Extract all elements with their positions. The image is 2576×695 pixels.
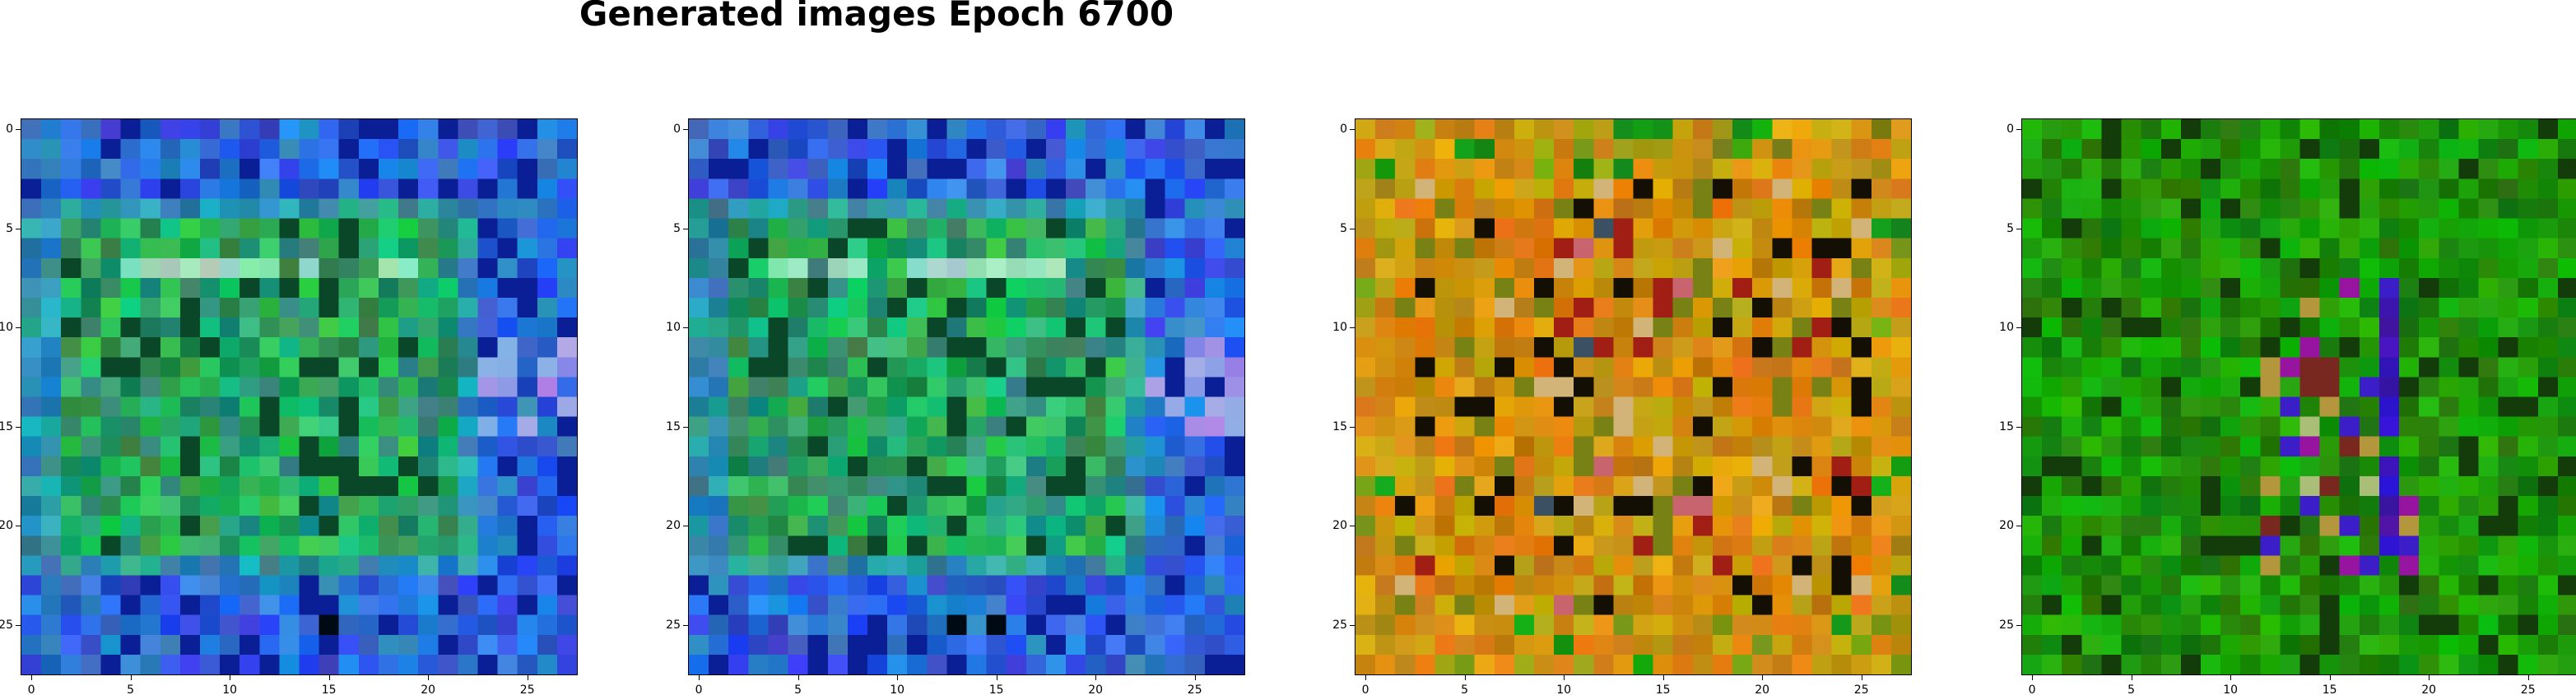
x-tick-label: 15 — [2322, 683, 2337, 695]
y-tick-label: 5 — [1340, 221, 1347, 235]
y-tick-label: 0 — [1340, 123, 1347, 137]
x-tick-mark — [1564, 674, 1565, 680]
x-tick-label: 10 — [1556, 683, 1572, 695]
y-tick-mark — [1350, 327, 1355, 329]
y-tick-label: 20 — [0, 519, 13, 533]
x-tick-label: 20 — [1755, 683, 1770, 695]
x-tick-mark — [797, 674, 799, 680]
x-tick-label: 10 — [2223, 683, 2239, 695]
x-tick-label: 25 — [519, 683, 535, 695]
x-tick-mark — [2527, 674, 2529, 680]
y-tick-mark — [16, 129, 21, 131]
x-tick-label: 25 — [2520, 683, 2536, 695]
image-panel-3: 0 0 5 5 10 10 15 15 20 20 25 25 — [1332, 118, 1912, 695]
y-tick-mark — [683, 426, 689, 428]
y-tick-mark — [2016, 624, 2022, 626]
y-tick-mark — [683, 129, 689, 131]
x-tick-mark — [2429, 674, 2430, 680]
image-panel-2: 0 0 5 5 10 10 15 15 20 20 25 25 — [666, 118, 1245, 695]
x-tick-mark — [31, 674, 33, 680]
y-tick-label: 20 — [1332, 519, 1347, 533]
y-tick-mark — [16, 426, 21, 428]
x-tick-mark — [428, 674, 430, 680]
x-tick-label: 20 — [1088, 683, 1104, 695]
y-tick-label: 0 — [2006, 123, 2014, 137]
generated-image-1 — [21, 119, 577, 674]
y-tick-label: 10 — [1999, 321, 2014, 335]
y-tick-mark — [1350, 426, 1355, 428]
x-tick-label: 15 — [988, 683, 1004, 695]
y-tick-label: 15 — [1332, 419, 1347, 433]
x-tick-mark — [1194, 674, 1196, 680]
y-tick-label: 25 — [0, 618, 13, 632]
x-tick-label: 0 — [695, 683, 703, 695]
x-tick-mark — [1662, 674, 1664, 680]
y-tick-label: 10 — [0, 321, 13, 335]
x-tick-label: 5 — [2127, 683, 2136, 695]
y-tick-label: 15 — [0, 419, 13, 433]
generated-image-3 — [1355, 119, 1911, 674]
y-tick-label: 20 — [666, 519, 681, 533]
y-tick-mark — [2016, 426, 2022, 428]
x-tick-mark — [328, 674, 330, 680]
y-tick-mark — [1350, 129, 1355, 131]
x-tick-mark — [2230, 674, 2232, 680]
x-tick-label: 10 — [222, 683, 238, 695]
x-tick-mark — [897, 674, 899, 680]
x-tick-label: 5 — [1461, 683, 1469, 695]
x-tick-label: 25 — [1853, 683, 1869, 695]
y-tick-label: 25 — [666, 618, 681, 632]
x-tick-mark — [2032, 674, 2034, 680]
x-tick-label: 20 — [2421, 683, 2437, 695]
x-tick-label: 20 — [421, 683, 436, 695]
x-tick-label: 15 — [1655, 683, 1671, 695]
y-tick-label: 5 — [2006, 221, 2014, 235]
y-tick-mark — [683, 327, 689, 329]
y-tick-mark — [16, 327, 21, 329]
y-tick-mark — [2016, 327, 2022, 329]
y-tick-label: 5 — [6, 221, 13, 235]
y-tick-label: 25 — [1332, 618, 1347, 632]
y-tick-label: 15 — [1999, 419, 2014, 433]
image-panel-1: 0 0 5 5 10 10 15 15 20 20 25 25 — [0, 118, 578, 695]
y-tick-label: 0 — [6, 123, 13, 137]
x-tick-mark — [130, 674, 132, 680]
x-tick-label: 25 — [1187, 683, 1202, 695]
y-tick-mark — [1350, 624, 1355, 626]
y-tick-label: 0 — [673, 123, 681, 137]
x-tick-mark — [1762, 674, 1764, 680]
y-tick-label: 20 — [1999, 519, 2014, 533]
x-tick-mark — [1095, 674, 1097, 680]
y-tick-mark — [683, 624, 689, 626]
x-tick-label: 5 — [127, 683, 135, 695]
x-tick-mark — [1464, 674, 1466, 680]
x-tick-mark — [1365, 674, 1367, 680]
x-tick-label: 0 — [2028, 683, 2036, 695]
x-tick-label: 15 — [321, 683, 337, 695]
x-tick-label: 0 — [27, 683, 35, 695]
y-tick-mark — [2016, 129, 2022, 131]
y-tick-label: 10 — [666, 321, 681, 335]
generated-image-2 — [689, 119, 1244, 674]
x-tick-label: 10 — [890, 683, 905, 695]
x-tick-mark — [2329, 674, 2331, 680]
figure-title: Generated images Epoch 6700 — [579, 0, 1174, 34]
generated-image-4 — [2022, 119, 2576, 674]
x-tick-mark — [699, 674, 700, 680]
x-tick-label: 0 — [1361, 683, 1369, 695]
image-panel-4: 0 0 5 5 10 10 15 15 20 20 25 25 — [1999, 118, 2576, 695]
y-tick-mark — [16, 624, 21, 626]
y-tick-label: 5 — [673, 221, 681, 235]
y-tick-label: 10 — [1332, 321, 1347, 335]
y-tick-label: 25 — [1999, 618, 2014, 632]
x-tick-label: 5 — [794, 683, 802, 695]
y-tick-label: 15 — [666, 419, 681, 433]
